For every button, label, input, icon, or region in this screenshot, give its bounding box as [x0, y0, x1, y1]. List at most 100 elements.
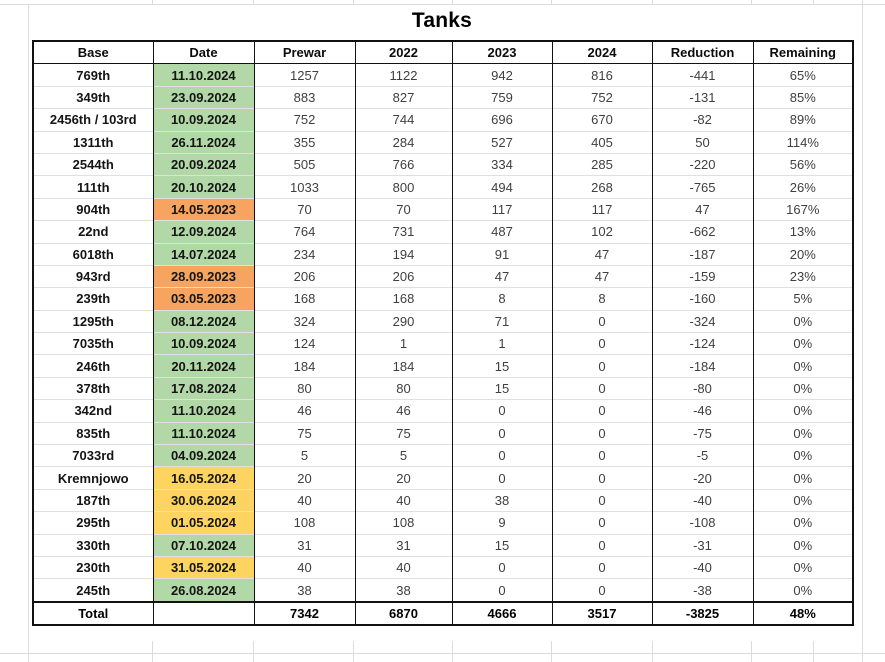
value-cell[interactable]: -441 — [651, 63, 753, 87]
date-cell[interactable]: 26.11.2024 — [152, 130, 254, 154]
total-label[interactable]: Total — [33, 600, 153, 626]
total-value[interactable]: 7342 — [253, 600, 355, 626]
column-header-remaining[interactable]: Remaining — [752, 41, 853, 65]
value-cell[interactable]: 0 — [551, 555, 652, 579]
value-cell[interactable]: 5 — [354, 444, 452, 467]
base-cell[interactable]: 342nd — [33, 399, 153, 423]
value-cell[interactable]: 167% — [752, 197, 853, 221]
value-cell[interactable]: 117 — [451, 197, 552, 221]
value-cell[interactable]: 184 — [253, 354, 355, 378]
value-cell[interactable]: -82 — [651, 108, 753, 132]
value-cell[interactable]: 0 — [551, 421, 652, 445]
base-cell[interactable]: 6018th — [33, 242, 153, 266]
value-cell[interactable]: 0 — [451, 578, 552, 602]
date-cell[interactable]: 10.09.2024 — [152, 108, 254, 132]
value-cell[interactable]: 752 — [253, 108, 355, 132]
total-value[interactable]: -3825 — [651, 600, 753, 626]
value-cell[interactable]: 0 — [551, 466, 652, 490]
date-cell[interactable]: 03.05.2023 — [152, 287, 254, 311]
value-cell[interactable]: 766 — [354, 152, 452, 176]
value-cell[interactable]: 124 — [253, 332, 355, 355]
date-cell[interactable]: 08.12.2024 — [152, 309, 254, 333]
value-cell[interactable]: 527 — [451, 130, 552, 154]
date-cell[interactable]: 28.09.2023 — [152, 264, 254, 288]
value-cell[interactable]: -160 — [651, 287, 753, 311]
value-cell[interactable]: 71 — [451, 309, 552, 333]
value-cell[interactable]: 80 — [253, 376, 355, 400]
base-cell[interactable]: 349th — [33, 85, 153, 109]
value-cell[interactable]: 290 — [354, 309, 452, 333]
value-cell[interactable]: 9 — [451, 511, 552, 535]
value-cell[interactable]: 752 — [551, 85, 652, 109]
value-cell[interactable]: 38 — [253, 578, 355, 602]
value-cell[interactable]: 234 — [253, 242, 355, 266]
base-cell[interactable]: 245th — [33, 578, 153, 602]
value-cell[interactable]: 40 — [253, 488, 355, 512]
value-cell[interactable]: 285 — [551, 152, 652, 176]
value-cell[interactable]: -324 — [651, 309, 753, 333]
column-header-2024[interactable]: 2024 — [551, 41, 652, 65]
value-cell[interactable]: 759 — [451, 85, 552, 109]
value-cell[interactable]: 26% — [752, 175, 853, 199]
base-cell[interactable]: 1311th — [33, 130, 153, 154]
value-cell[interactable]: -187 — [651, 242, 753, 266]
base-cell[interactable]: 295th — [33, 511, 153, 535]
value-cell[interactable]: 0% — [752, 421, 853, 445]
value-cell[interactable]: -40 — [651, 555, 753, 579]
total-value[interactable]: 3517 — [551, 600, 652, 626]
value-cell[interactable]: -108 — [651, 511, 753, 535]
value-cell[interactable]: 5% — [752, 287, 853, 311]
date-cell[interactable]: 20.11.2024 — [152, 354, 254, 378]
value-cell[interactable]: 0 — [451, 466, 552, 490]
base-cell[interactable]: 239th — [33, 287, 153, 311]
value-cell[interactable]: 670 — [551, 108, 652, 132]
date-cell[interactable]: 23.09.2024 — [152, 85, 254, 109]
value-cell[interactable]: 0 — [551, 399, 652, 423]
value-cell[interactable]: 883 — [253, 85, 355, 109]
base-cell[interactable]: 7035th — [33, 332, 153, 355]
value-cell[interactable]: 56% — [752, 152, 853, 176]
value-cell[interactable]: 696 — [451, 108, 552, 132]
value-cell[interactable]: 23% — [752, 264, 853, 288]
base-cell[interactable]: 378th — [33, 376, 153, 400]
column-header-date[interactable]: Date — [152, 41, 254, 65]
value-cell[interactable]: 1 — [451, 332, 552, 355]
value-cell[interactable]: 13% — [752, 220, 853, 244]
value-cell[interactable]: 0 — [551, 354, 652, 378]
value-cell[interactable]: 0% — [752, 354, 853, 378]
value-cell[interactable]: 85% — [752, 85, 853, 109]
value-cell[interactable]: 184 — [354, 354, 452, 378]
value-cell[interactable]: 117 — [551, 197, 652, 221]
value-cell[interactable]: 800 — [354, 175, 452, 199]
value-cell[interactable]: 75 — [253, 421, 355, 445]
value-cell[interactable]: 355 — [253, 130, 355, 154]
base-cell[interactable]: 330th — [33, 533, 153, 557]
value-cell[interactable]: 0% — [752, 309, 853, 333]
value-cell[interactable]: 744 — [354, 108, 452, 132]
value-cell[interactable]: 46 — [354, 399, 452, 423]
value-cell[interactable]: 0% — [752, 466, 853, 490]
date-cell[interactable]: 12.09.2024 — [152, 220, 254, 244]
base-cell[interactable]: 187th — [33, 488, 153, 512]
value-cell[interactable]: -124 — [651, 332, 753, 355]
value-cell[interactable]: 206 — [253, 264, 355, 288]
value-cell[interactable]: -40 — [651, 488, 753, 512]
base-cell[interactable]: 22nd — [33, 220, 153, 244]
value-cell[interactable]: 0 — [551, 309, 652, 333]
base-cell[interactable]: 230th — [33, 555, 153, 579]
value-cell[interactable]: 0 — [551, 488, 652, 512]
date-cell[interactable]: 14.05.2023 — [152, 197, 254, 221]
value-cell[interactable]: 1 — [354, 332, 452, 355]
value-cell[interactable]: -46 — [651, 399, 753, 423]
value-cell[interactable]: 15 — [451, 376, 552, 400]
value-cell[interactable]: 942 — [451, 63, 552, 87]
value-cell[interactable]: 31 — [354, 533, 452, 557]
value-cell[interactable]: 80 — [354, 376, 452, 400]
value-cell[interactable]: 47 — [451, 264, 552, 288]
value-cell[interactable]: 731 — [354, 220, 452, 244]
date-cell[interactable]: 01.05.2024 — [152, 511, 254, 535]
value-cell[interactable]: 0% — [752, 376, 853, 400]
value-cell[interactable]: 0% — [752, 399, 853, 423]
value-cell[interactable]: 38 — [354, 578, 452, 602]
value-cell[interactable]: 31 — [253, 533, 355, 557]
